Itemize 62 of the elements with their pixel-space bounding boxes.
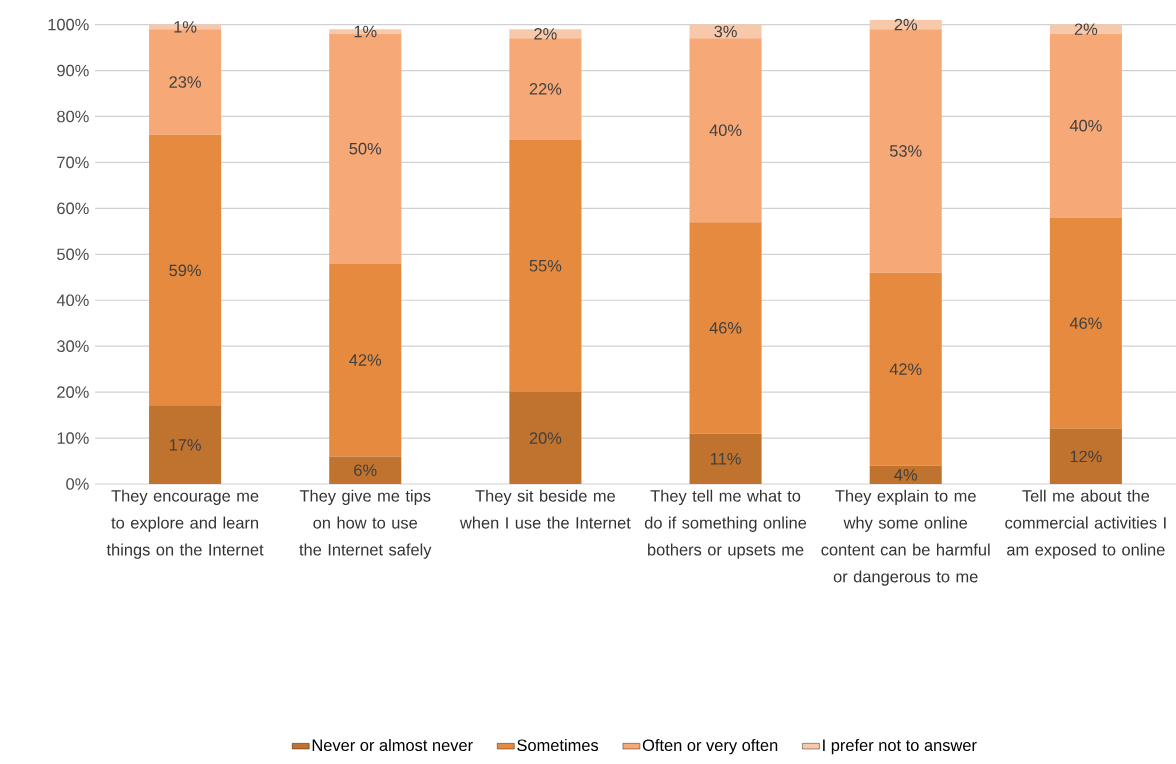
data-label: 17%	[169, 439, 201, 451]
legend-label: Often or very often	[642, 738, 778, 755]
data-label: 12%	[1070, 450, 1102, 463]
data-label: 40%	[709, 124, 742, 137]
x-tick-label: They explain to me why some online content can be harmful or dangerous to me	[821, 489, 990, 586]
bar	[1049, 217, 1122, 429]
data-label: 42%	[889, 363, 922, 375]
y-tick-label: 10%	[57, 432, 89, 444]
x-tick-label: They give me tips on how to use the Internet safely	[299, 489, 432, 559]
y-tick-label: 70%	[57, 156, 89, 169]
data-label: 42%	[349, 354, 382, 366]
y-tick-label: 40%	[56, 294, 89, 307]
bar	[149, 405, 222, 484]
bar	[149, 134, 222, 406]
bar	[1049, 33, 1122, 218]
data-label: 6%	[354, 464, 377, 477]
bar	[869, 29, 942, 273]
bar	[329, 263, 402, 457]
data-label: 46%	[1069, 317, 1102, 330]
bar	[509, 139, 582, 393]
data-label: 53%	[889, 145, 922, 157]
bar	[689, 38, 762, 223]
legend-label: I prefer not to answer	[823, 738, 977, 755]
bar	[689, 433, 762, 484]
bar	[689, 222, 762, 434]
bar	[1049, 428, 1122, 484]
bar	[509, 392, 582, 484]
x-tick-label: They tell me what to do if something online bothers or upsets me	[644, 489, 807, 559]
data-label: 2%	[534, 27, 557, 40]
data-label: 59%	[169, 264, 201, 277]
data-label: 4%	[894, 469, 918, 481]
y-tick-label: 30%	[57, 340, 89, 352]
y-tick-label: 60%	[57, 202, 89, 215]
data-label: 55%	[529, 259, 562, 272]
data-label: 1%	[174, 21, 197, 33]
data-label: 23%	[169, 76, 201, 88]
data-label: 50%	[349, 142, 382, 155]
data-label: 2%	[1074, 23, 1098, 35]
data-label: 11%	[710, 452, 741, 465]
bar	[869, 272, 942, 466]
bar	[329, 456, 402, 484]
bar	[869, 465, 942, 484]
legend-label: Never or almost never	[312, 738, 473, 752]
data-label: 3%	[714, 25, 737, 38]
x-tick-label: They encourage me to explore and learn things on the Internet	[106, 489, 264, 559]
data-label: 46%	[709, 321, 742, 334]
y-tick-label: 90%	[57, 64, 89, 77]
x-tick-label: Tell me about the commercial activities I am exposed to online	[1005, 489, 1166, 559]
y-tick-label: 20%	[57, 386, 89, 398]
data-label: 2%	[894, 18, 918, 31]
bar	[1049, 24, 1122, 34]
bar	[509, 38, 582, 140]
y-tick-label: 80%	[57, 110, 89, 123]
data-label: 1%	[354, 25, 377, 38]
data-label: 22%	[529, 83, 562, 95]
data-label: 40%	[1069, 119, 1102, 132]
legend-label: Sometimes	[517, 738, 599, 752]
y-tick-label: 100%	[48, 18, 89, 31]
y-tick-label: 50%	[57, 248, 89, 261]
x-tick-label: They sit beside me when I use the Internet	[459, 489, 631, 529]
data-label: 20%	[529, 432, 562, 444]
y-tick-label: 0%	[66, 478, 89, 490]
